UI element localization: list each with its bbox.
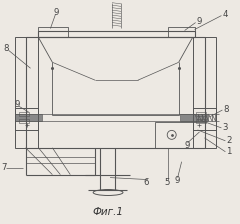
Text: 9: 9 bbox=[15, 99, 20, 109]
Text: 1: 1 bbox=[226, 147, 232, 156]
Bar bbox=[180, 114, 208, 121]
Bar bbox=[38, 26, 68, 37]
Text: 3: 3 bbox=[222, 123, 228, 132]
Bar bbox=[18, 119, 29, 123]
Bar bbox=[196, 112, 205, 116]
Bar bbox=[15, 108, 38, 130]
Text: Фиг.1: Фиг.1 bbox=[93, 207, 124, 217]
Bar bbox=[15, 114, 42, 121]
Text: 5: 5 bbox=[165, 178, 170, 187]
Text: 6: 6 bbox=[144, 178, 149, 187]
Text: 9: 9 bbox=[185, 141, 190, 150]
Text: 4: 4 bbox=[222, 10, 228, 19]
Bar bbox=[18, 112, 29, 116]
Text: 7: 7 bbox=[2, 163, 7, 172]
Bar bbox=[168, 26, 195, 37]
Text: 2: 2 bbox=[226, 136, 232, 145]
Bar bbox=[192, 108, 216, 130]
Bar bbox=[155, 122, 204, 148]
Bar bbox=[192, 37, 216, 148]
Text: 9: 9 bbox=[53, 8, 59, 17]
Text: 8: 8 bbox=[4, 44, 9, 53]
Text: 9: 9 bbox=[175, 176, 180, 185]
Text: 9: 9 bbox=[197, 17, 202, 26]
Bar bbox=[196, 119, 205, 123]
Bar bbox=[15, 37, 38, 148]
Text: 8: 8 bbox=[223, 105, 229, 114]
